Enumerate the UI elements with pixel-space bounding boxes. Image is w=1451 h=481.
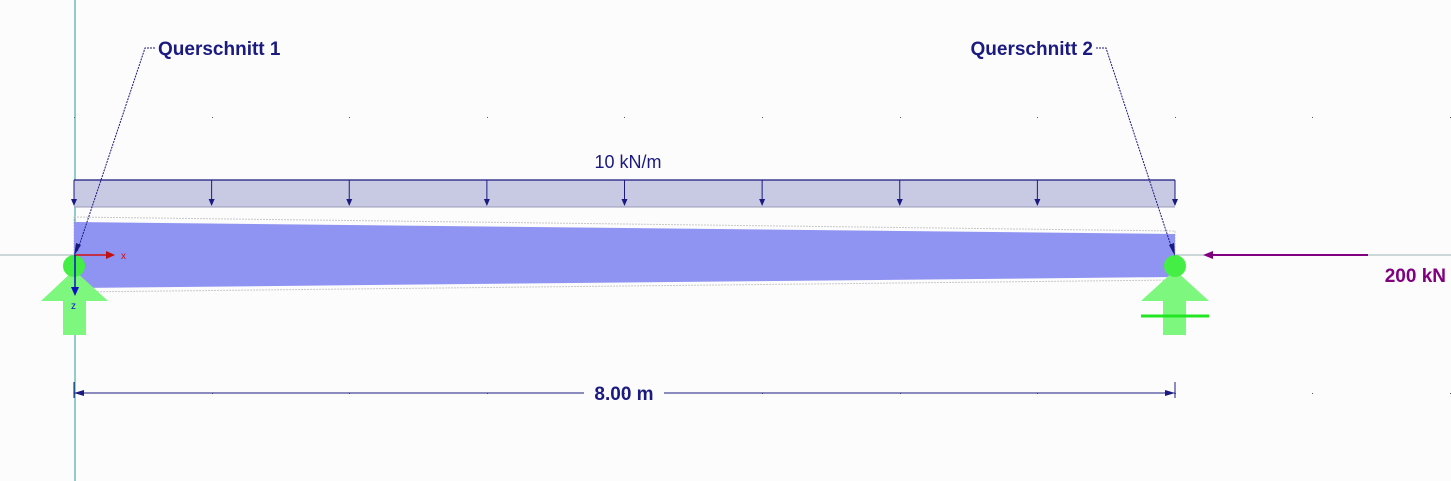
load-arrow [71, 180, 77, 206]
distributed-load[interactable] [71, 179, 1178, 208]
section-1-label[interactable]: Querschnitt 1 [158, 39, 281, 60]
grid-dot [762, 117, 763, 118]
load-arrow [1172, 180, 1178, 206]
axis-x-label: x [121, 251, 126, 262]
grid-dot [349, 117, 350, 118]
section-2-leader [1096, 47, 1175, 256]
left-support[interactable] [41, 255, 108, 335]
local-axis-x-icon [75, 251, 115, 259]
grid-dot [1312, 393, 1313, 394]
section-2-label[interactable]: Querschnitt 2 [971, 39, 1093, 60]
tapered-beam[interactable] [74, 222, 1175, 288]
grid-dot [487, 117, 488, 118]
grid-dot [624, 117, 625, 118]
grid-dot [212, 117, 213, 118]
load-arrow [483, 180, 490, 206]
axial-force-label: 200 kN [1385, 266, 1446, 287]
span-dimension-label: 8.00 m [594, 384, 653, 405]
load-arrow [759, 180, 766, 206]
grid-dot [900, 117, 901, 118]
grid-dot [1037, 117, 1038, 118]
load-arrow [346, 180, 353, 206]
load-arrow [896, 180, 903, 206]
right-support[interactable] [1141, 255, 1209, 335]
axial-force-arrow[interactable] [1203, 251, 1368, 259]
grid-dot [1175, 117, 1176, 118]
load-arrow [621, 180, 628, 206]
axis-z-label: z [71, 301, 76, 312]
load-arrow [1034, 180, 1041, 206]
grid-dot [624, 393, 625, 394]
local-axis-z-icon [71, 255, 79, 296]
span-dimension [73, 382, 1176, 398]
distributed-load-label: 10 kN/m [594, 152, 661, 172]
load-arrow [208, 180, 215, 206]
grid-dot [1312, 117, 1313, 118]
section-1-leader [74, 47, 155, 256]
